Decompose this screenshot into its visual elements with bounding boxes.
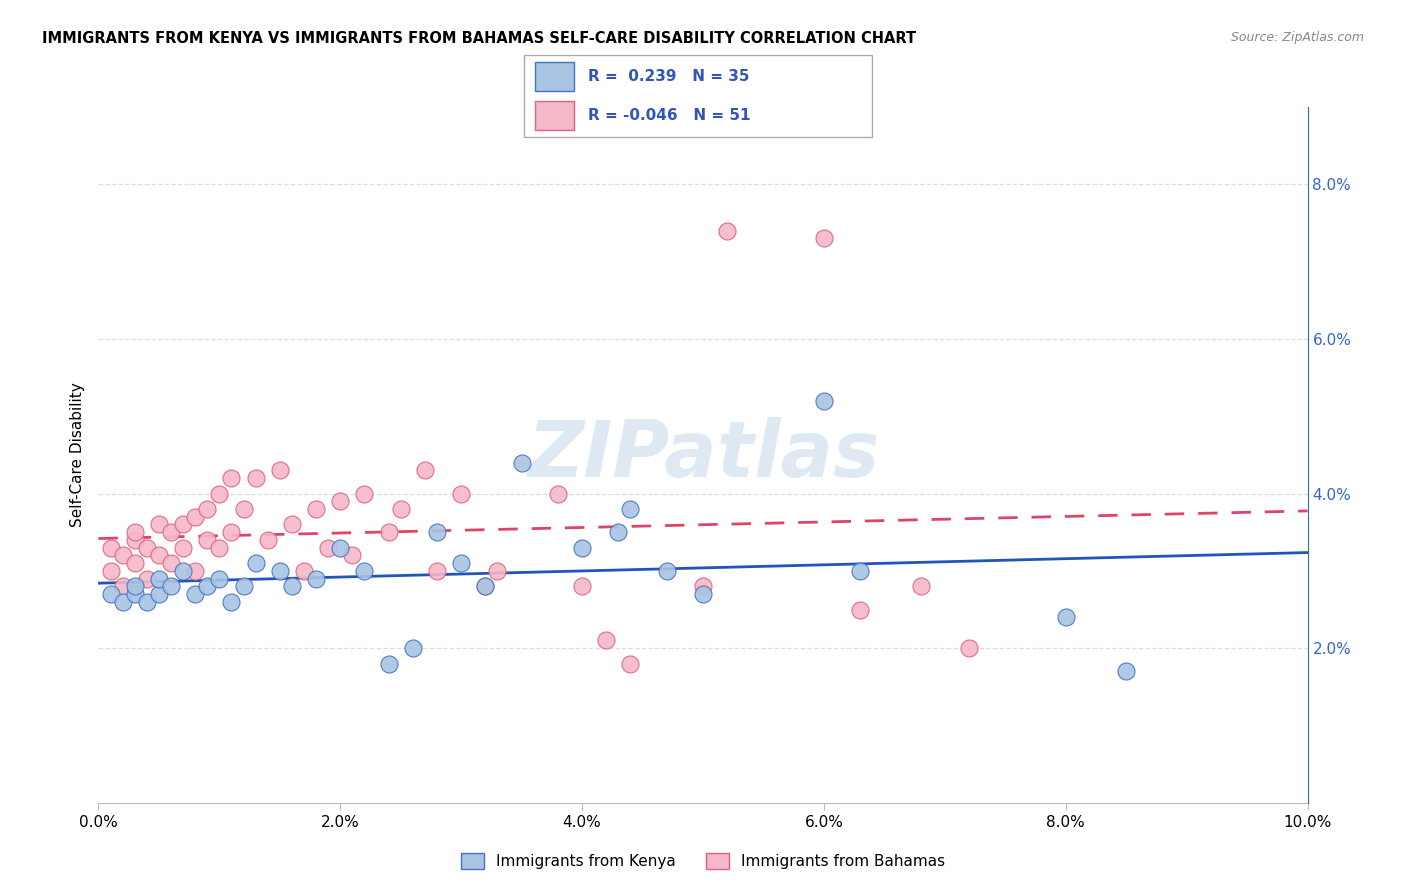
Point xyxy=(316,541,339,555)
Point xyxy=(124,556,146,570)
Point xyxy=(232,502,254,516)
Point xyxy=(910,579,932,593)
Point xyxy=(692,587,714,601)
FancyBboxPatch shape xyxy=(534,62,574,91)
Point xyxy=(716,224,738,238)
Point xyxy=(221,525,243,540)
Point xyxy=(474,579,496,593)
Point xyxy=(547,486,569,500)
Point xyxy=(486,564,509,578)
Point xyxy=(124,525,146,540)
Point xyxy=(184,509,207,524)
Point xyxy=(305,572,328,586)
Point xyxy=(124,533,146,547)
Point xyxy=(111,595,134,609)
Point xyxy=(426,525,449,540)
Point xyxy=(426,564,449,578)
Point xyxy=(1115,665,1137,679)
Point xyxy=(571,541,593,555)
Point xyxy=(595,633,617,648)
Point xyxy=(813,231,835,245)
Point xyxy=(571,579,593,593)
Point xyxy=(172,517,194,532)
FancyBboxPatch shape xyxy=(534,101,574,130)
Point xyxy=(135,572,157,586)
Point xyxy=(124,579,146,593)
Point xyxy=(607,525,630,540)
Point xyxy=(232,579,254,593)
Point xyxy=(353,486,375,500)
Legend: Immigrants from Kenya, Immigrants from Bahamas: Immigrants from Kenya, Immigrants from B… xyxy=(454,847,952,875)
Point xyxy=(148,587,170,601)
Point xyxy=(377,525,399,540)
Point xyxy=(305,502,328,516)
Point xyxy=(450,486,472,500)
Point xyxy=(813,393,835,408)
Point xyxy=(353,564,375,578)
Point xyxy=(100,541,122,555)
Point xyxy=(329,494,352,508)
Point xyxy=(269,564,291,578)
Y-axis label: Self-Care Disability: Self-Care Disability xyxy=(69,383,84,527)
Point xyxy=(281,579,304,593)
Point xyxy=(849,564,872,578)
Point xyxy=(111,549,134,563)
Point xyxy=(256,533,278,547)
Point xyxy=(221,471,243,485)
Point xyxy=(292,564,315,578)
Point xyxy=(135,541,157,555)
Point xyxy=(474,579,496,593)
Point xyxy=(208,541,231,555)
Point xyxy=(402,641,425,656)
Point xyxy=(692,579,714,593)
Point xyxy=(619,502,641,516)
Point xyxy=(377,657,399,671)
Point xyxy=(195,579,218,593)
Point xyxy=(329,541,352,555)
Point xyxy=(957,641,980,656)
Text: Source: ZipAtlas.com: Source: ZipAtlas.com xyxy=(1230,31,1364,45)
Point xyxy=(184,564,207,578)
Point xyxy=(619,657,641,671)
Point xyxy=(195,533,218,547)
Point xyxy=(208,486,231,500)
Point xyxy=(221,595,243,609)
Point xyxy=(281,517,304,532)
Point xyxy=(100,587,122,601)
Point xyxy=(148,517,170,532)
Point xyxy=(111,579,134,593)
Point xyxy=(1054,610,1077,624)
Point xyxy=(148,572,170,586)
Point xyxy=(148,549,170,563)
Point xyxy=(245,556,267,570)
Point xyxy=(245,471,267,485)
Point xyxy=(342,549,364,563)
Text: ZIPatlas: ZIPatlas xyxy=(527,417,879,493)
Point xyxy=(160,525,183,540)
Point xyxy=(450,556,472,570)
Point xyxy=(160,556,183,570)
Point xyxy=(195,502,218,516)
Point xyxy=(172,564,194,578)
Point xyxy=(160,579,183,593)
Point xyxy=(135,595,157,609)
Point xyxy=(655,564,678,578)
Point xyxy=(172,541,194,555)
Point xyxy=(269,463,291,477)
Point xyxy=(389,502,412,516)
Point xyxy=(184,587,207,601)
Text: R = -0.046   N = 51: R = -0.046 N = 51 xyxy=(588,108,751,123)
Text: IMMIGRANTS FROM KENYA VS IMMIGRANTS FROM BAHAMAS SELF-CARE DISABILITY CORRELATIO: IMMIGRANTS FROM KENYA VS IMMIGRANTS FROM… xyxy=(42,31,917,46)
Point xyxy=(849,602,872,616)
Point xyxy=(100,564,122,578)
Point xyxy=(208,572,231,586)
Text: R =  0.239   N = 35: R = 0.239 N = 35 xyxy=(588,69,749,84)
FancyBboxPatch shape xyxy=(524,55,872,136)
Point xyxy=(413,463,436,477)
Point xyxy=(124,587,146,601)
Point xyxy=(510,456,533,470)
